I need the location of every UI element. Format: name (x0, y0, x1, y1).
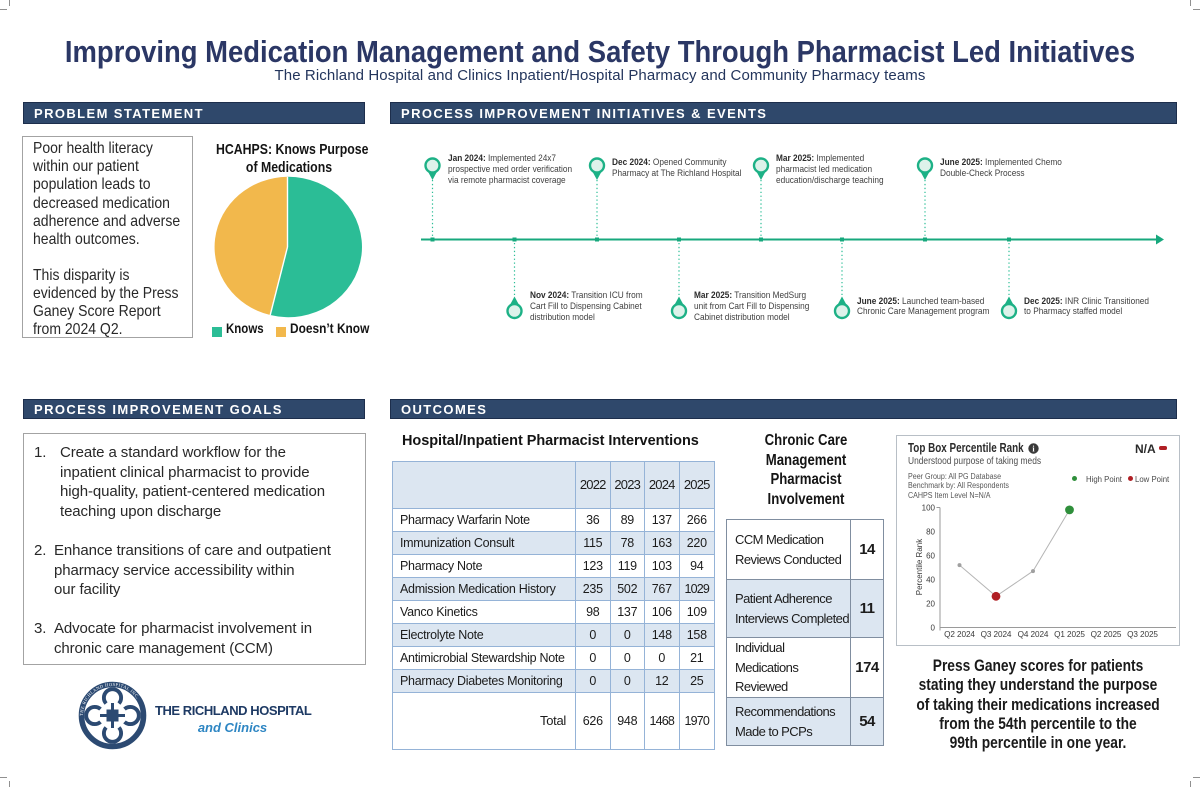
svg-text:20: 20 (926, 600, 935, 609)
svg-text:40: 40 (926, 576, 935, 585)
svg-text:Percentile Rank: Percentile Rank (915, 538, 924, 595)
svg-text:Q3 2025: Q3 2025 (1127, 630, 1158, 639)
svg-text:60: 60 (926, 552, 935, 561)
svg-text:Q2 2025: Q2 2025 (1091, 630, 1122, 639)
svg-text:Q1 2025: Q1 2025 (1054, 630, 1085, 639)
svg-text:0: 0 (931, 624, 936, 633)
svg-text:80: 80 (926, 528, 935, 537)
svg-text:100: 100 (922, 504, 936, 513)
svg-text:Q3 2024: Q3 2024 (981, 630, 1012, 639)
svg-text:i: i (1032, 445, 1035, 454)
svg-text:Q2 2024: Q2 2024 (944, 630, 975, 639)
svg-text:Q4 2024: Q4 2024 (1018, 630, 1049, 639)
